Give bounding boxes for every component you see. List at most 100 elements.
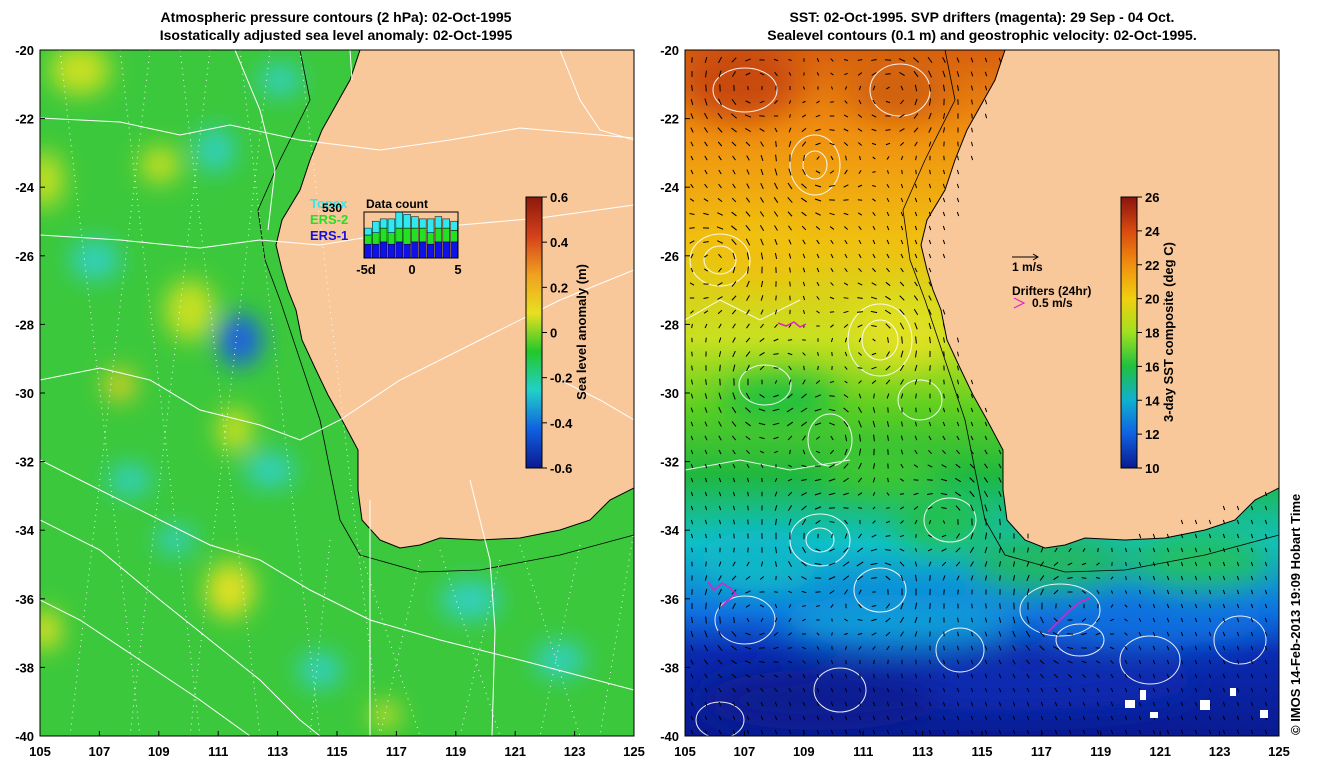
inset-x-tick: -5d <box>356 262 376 277</box>
velocity-arrow <box>885 575 891 581</box>
velocity-arrow <box>787 339 793 341</box>
velocity-arrow <box>928 267 932 273</box>
velocity-arrow <box>731 127 737 133</box>
velocity-arrow <box>929 617 931 623</box>
velocity-arrow <box>871 114 877 118</box>
velocity-arrow <box>844 715 848 721</box>
velocity-arrow <box>718 491 722 497</box>
velocity-arrow <box>928 183 932 189</box>
inset-bar-ers2 <box>411 227 419 243</box>
velocity-arrow <box>843 394 849 398</box>
velocity-arrow <box>928 701 932 707</box>
velocity-arrow <box>1180 701 1184 707</box>
velocity-arrow <box>942 687 946 693</box>
velocity-arrow <box>858 448 862 456</box>
velocity-arrow <box>689 282 695 286</box>
y-tick-label: -40 <box>660 729 679 744</box>
x-tick-label: 107 <box>89 744 111 759</box>
velocity-arrow <box>1152 561 1156 567</box>
velocity-arrow <box>732 364 736 372</box>
velocity-arrow <box>759 337 765 343</box>
velocity-arrow <box>928 141 932 147</box>
velocity-arrow <box>886 170 890 174</box>
velocity-arrow <box>705 533 707 539</box>
velocity-arrow <box>1013 547 1015 553</box>
velocity-arrow <box>759 674 765 678</box>
velocity-arrow <box>942 253 946 259</box>
inset-bar-ers1 <box>387 243 396 259</box>
velocity-arrow <box>901 336 903 344</box>
right-title-line1: SST: 02-Oct-1995. SVP drifters (magenta)… <box>790 9 1175 25</box>
velocity-arrow <box>1040 588 1044 596</box>
velocity-arrow <box>970 393 974 399</box>
velocity-arrow <box>690 630 694 638</box>
velocity-arrow <box>760 715 764 721</box>
velocity-arrow <box>970 435 974 441</box>
velocity-arrow <box>730 113 738 119</box>
velocity-arrow <box>745 351 751 357</box>
velocity-arrow <box>956 169 960 175</box>
y-tick-label: -30 <box>15 386 34 401</box>
velocity-arrow <box>828 478 836 482</box>
velocity-arrow <box>858 687 862 693</box>
velocity-arrow <box>691 365 693 371</box>
velocity-arrow <box>914 548 918 552</box>
velocity-arrow <box>1264 547 1268 553</box>
velocity-arrow <box>704 155 708 161</box>
velocity-arrow <box>915 169 917 175</box>
velocity-arrow <box>843 297 849 299</box>
velocity-arrow <box>717 212 723 216</box>
velocity-arrow <box>718 729 722 735</box>
velocity-arrow <box>801 127 807 133</box>
inset-bar-ers2 <box>403 227 411 245</box>
velocity-arrow <box>998 687 1002 693</box>
velocity-arrow <box>760 280 764 288</box>
sea-level-anomaly-map <box>40 50 634 736</box>
velocity-arrow <box>1039 645 1045 651</box>
velocity-arrow <box>843 59 849 61</box>
velocity-arrow <box>803 155 805 161</box>
velocity-arrow <box>857 407 863 413</box>
inset-bar-ers2 <box>442 227 450 243</box>
velocity-arrow <box>859 673 861 679</box>
velocity-arrow <box>1264 659 1268 665</box>
velocity-arrow <box>732 477 736 483</box>
velocity-arrow <box>941 506 947 510</box>
velocity-arrow <box>957 617 959 623</box>
velocity-arrow <box>844 533 848 539</box>
velocity-arrow <box>900 393 904 399</box>
velocity-arrow <box>758 408 766 412</box>
velocity-arrow <box>970 729 974 735</box>
velocity-key-arrowhead <box>1032 253 1039 261</box>
velocity-arrow <box>871 59 877 61</box>
velocity-arrow <box>704 463 708 469</box>
velocity-arrow <box>1082 701 1086 707</box>
velocity-arrow <box>774 701 778 707</box>
velocity-arrow <box>1152 659 1156 665</box>
velocity-arrow <box>843 420 849 428</box>
velocity-arrow <box>1124 646 1128 650</box>
velocity-arrow <box>857 114 863 118</box>
velocity-arrow <box>1052 646 1060 650</box>
velocity-arrow <box>885 323 891 329</box>
velocity-arrow <box>1012 616 1016 624</box>
velocity-arrow <box>928 421 932 427</box>
satellite-tracks <box>59 50 634 736</box>
velocity-arrow <box>1194 561 1198 567</box>
velocity-arrow <box>704 715 708 721</box>
velocity-arrow <box>886 421 890 427</box>
velocity-arrow <box>829 142 835 146</box>
velocity-arrow <box>733 533 735 539</box>
velocity-arrow <box>760 617 764 623</box>
velocity-arrow <box>928 70 932 78</box>
velocity-arrow <box>1138 617 1142 623</box>
velocity-arrow <box>844 72 848 76</box>
velocity-arrow <box>1264 729 1268 735</box>
velocity-arrow <box>773 394 779 398</box>
velocity-arrow <box>816 673 820 679</box>
velocity-arrow <box>956 631 960 637</box>
velocity-arrow <box>858 701 862 707</box>
velocity-arrow <box>719 533 721 539</box>
y-tick-label: -22 <box>15 112 34 127</box>
